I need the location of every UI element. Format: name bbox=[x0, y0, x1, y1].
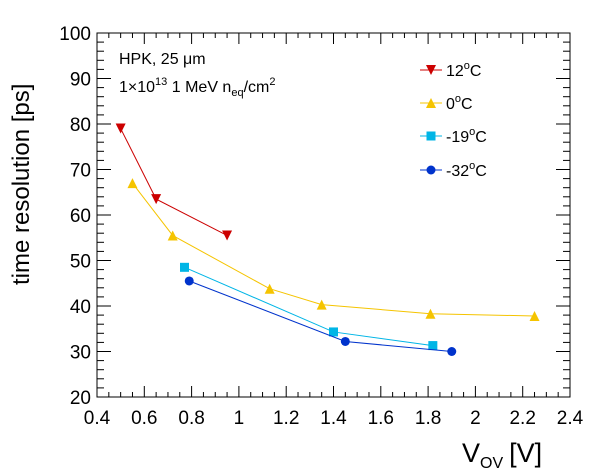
data-point bbox=[529, 311, 540, 322]
x-axis-title-main: V bbox=[462, 438, 480, 468]
data-point bbox=[447, 347, 457, 356]
data-point bbox=[428, 341, 438, 351]
legend-label: 0oC bbox=[446, 93, 473, 113]
x-tick-label: 1 bbox=[234, 408, 245, 429]
x-tick-label: 2 bbox=[470, 408, 481, 429]
y-tick-label: 20 bbox=[70, 388, 91, 409]
annotation-detector: HPK, 25 μm bbox=[119, 51, 206, 68]
y-tick-label: 50 bbox=[70, 252, 91, 273]
legend-marker bbox=[426, 131, 436, 141]
y-tick-label: 40 bbox=[70, 297, 91, 318]
y-tick-label: 30 bbox=[70, 343, 91, 364]
data-point bbox=[184, 276, 194, 286]
legend-item: -32oC bbox=[420, 160, 487, 180]
y-tick-label: 80 bbox=[70, 115, 91, 136]
data-point bbox=[180, 262, 190, 272]
y-tick-label: 100 bbox=[59, 24, 91, 45]
series-0 bbox=[115, 123, 233, 241]
series-line bbox=[184, 266, 433, 347]
legend-item: -19oC bbox=[420, 126, 487, 146]
x-tick-label: 1.4 bbox=[320, 408, 347, 429]
data-point bbox=[340, 336, 350, 346]
data-point bbox=[316, 299, 327, 310]
x-tick-label: 1.8 bbox=[415, 408, 441, 429]
data-point bbox=[167, 230, 178, 241]
x-tick-label: 0.8 bbox=[178, 408, 204, 429]
x-tick-label: 0.4 bbox=[84, 408, 111, 429]
series-3 bbox=[184, 276, 457, 356]
y-tick-label: 70 bbox=[70, 161, 91, 182]
data-point bbox=[264, 283, 275, 294]
data-point bbox=[115, 123, 126, 134]
series-line bbox=[120, 128, 228, 236]
legend-marker bbox=[426, 165, 436, 175]
legend: 12oC 0oC -19oC -32oC bbox=[420, 60, 487, 180]
annotation-fluence: 1×1013 1 MeV neq/cm2 bbox=[119, 76, 275, 99]
x-axis-title-unit: [V] bbox=[509, 438, 542, 468]
legend-marker bbox=[426, 65, 436, 75]
legend-item: 12oC bbox=[420, 60, 481, 80]
series-2 bbox=[180, 262, 438, 351]
x-tick-label: 0.6 bbox=[131, 408, 157, 429]
data-point bbox=[425, 308, 436, 319]
series-line bbox=[189, 280, 452, 352]
y-axis-title: time resolution [ps] bbox=[8, 84, 35, 285]
legend-marker bbox=[426, 98, 436, 108]
y-tick-label: 60 bbox=[70, 206, 91, 227]
data-point bbox=[329, 327, 338, 337]
series-line bbox=[132, 182, 535, 317]
legend-label: 12oC bbox=[446, 60, 481, 80]
data-point bbox=[151, 194, 162, 205]
legend-label: -19oC bbox=[446, 126, 487, 146]
x-axis-title-sub: OV bbox=[480, 455, 503, 472]
x-ticks: 0.4 0.6 0.8 1 1.2 1.4 1.6 1.8 2 2.2 2.4 bbox=[84, 33, 584, 429]
legend-label: -32oC bbox=[446, 160, 487, 180]
x-tick-label: 1.2 bbox=[273, 408, 299, 429]
legend-item: 0oC bbox=[420, 93, 473, 113]
x-tick-label: 1.6 bbox=[368, 408, 394, 429]
y-tick-label: 90 bbox=[70, 70, 91, 91]
series-layer bbox=[115, 123, 540, 356]
x-tick-label: 2.4 bbox=[557, 408, 584, 429]
series-1 bbox=[127, 178, 540, 322]
data-point bbox=[222, 230, 233, 241]
data-point bbox=[127, 178, 138, 189]
y-ticks: 20 30 40 50 60 70 80 90 100 bbox=[59, 24, 570, 409]
x-tick-label: 2.2 bbox=[509, 408, 535, 429]
x-axis-title: VOV [V] bbox=[462, 438, 542, 472]
